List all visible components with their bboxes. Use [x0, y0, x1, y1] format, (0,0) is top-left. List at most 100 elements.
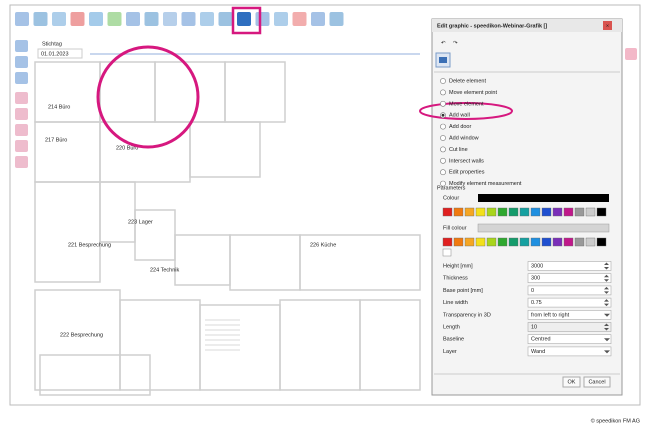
palette-swatch[interactable]	[453, 207, 464, 217]
palette-swatch[interactable]	[486, 207, 497, 217]
field-input[interactable]	[527, 273, 612, 284]
palette-swatch[interactable]	[563, 237, 574, 247]
cancel-button[interactable]	[583, 376, 611, 388]
dropdown-arrow[interactable]	[604, 338, 610, 342]
field-input[interactable]	[527, 346, 612, 357]
tool-button[interactable]	[218, 12, 233, 26]
tool-button[interactable]	[163, 12, 177, 26]
tool-button[interactable]	[200, 12, 214, 26]
redo[interactable]: ↷	[453, 39, 458, 46]
side-button[interactable]	[15, 156, 28, 168]
palette-swatch[interactable]	[519, 207, 530, 217]
ok-button[interactable]	[562, 376, 581, 388]
room	[299, 234, 421, 291]
wall-tool-icon	[439, 57, 447, 63]
tool-button[interactable]	[274, 12, 288, 26]
palette-swatch[interactable]	[464, 207, 475, 217]
palette-swatch[interactable]	[541, 207, 552, 217]
radio[interactable]	[440, 157, 446, 164]
spinner[interactable]	[604, 323, 609, 331]
radio[interactable]	[440, 180, 446, 187]
radio-label: Modify element measurement	[449, 181, 522, 187]
colour-swatch[interactable]	[478, 194, 609, 202]
tool-button[interactable]	[255, 12, 270, 26]
field-input[interactable]	[527, 309, 612, 320]
side-button[interactable]	[15, 92, 28, 104]
tool-button[interactable]	[237, 12, 251, 26]
radio[interactable]	[440, 100, 446, 107]
tool-button[interactable]	[126, 12, 140, 26]
radio[interactable]	[440, 135, 446, 141]
tool-button[interactable]	[52, 12, 66, 26]
room-label: 224 Technik	[150, 267, 180, 273]
radio[interactable]	[440, 78, 446, 84]
tool-button[interactable]	[311, 12, 325, 26]
palette-swatch[interactable]	[552, 237, 563, 247]
date-field[interactable]	[37, 48, 83, 59]
palette-swatch[interactable]	[519, 237, 530, 247]
field-label: Baseline	[443, 337, 464, 343]
side-button[interactable]	[15, 56, 28, 68]
field-input[interactable]	[527, 297, 612, 308]
palette-swatch[interactable]	[530, 207, 541, 217]
radio[interactable]	[440, 146, 446, 153]
palette-swatch[interactable]	[486, 237, 497, 247]
palette-swatch[interactable]	[453, 237, 464, 247]
field-input	[527, 322, 612, 332]
spinner[interactable]	[604, 299, 609, 307]
side-button[interactable]	[15, 124, 28, 136]
radio[interactable]	[440, 89, 446, 96]
side-button[interactable]	[15, 72, 28, 84]
tool-button[interactable]	[292, 12, 307, 26]
tool-button[interactable]	[144, 12, 159, 26]
room-label: 223 Lager	[128, 219, 153, 225]
palette-swatch[interactable]	[596, 207, 607, 217]
field-value: Centred	[531, 337, 551, 343]
side-button[interactable]	[15, 40, 28, 52]
fill-colour-swatch[interactable]	[477, 223, 610, 233]
palette-swatch[interactable]	[508, 237, 519, 247]
highlight-ellipse	[419, 102, 513, 120]
palette-swatch[interactable]	[442, 207, 453, 217]
palette-swatch[interactable]	[585, 207, 596, 217]
undo[interactable]: ↶	[441, 39, 446, 46]
close-panel[interactable]	[625, 48, 637, 60]
palette-swatch[interactable]	[497, 207, 508, 217]
no-fill[interactable]	[442, 248, 452, 257]
palette-swatch[interactable]	[497, 237, 508, 247]
palette-swatch[interactable]	[530, 237, 541, 247]
palette-swatch[interactable]	[596, 237, 607, 247]
palette-swatch[interactable]	[475, 207, 486, 217]
palette-swatch[interactable]	[464, 237, 475, 247]
side-button[interactable]	[15, 140, 28, 152]
palette-swatch[interactable]	[541, 237, 552, 247]
spinner[interactable]	[604, 262, 609, 270]
tool-button[interactable]	[70, 12, 85, 26]
tool-button[interactable]	[107, 12, 122, 26]
tool-button[interactable]	[33, 12, 48, 26]
field-input[interactable]	[527, 334, 612, 345]
radio[interactable]	[440, 123, 446, 130]
field-input[interactable]	[527, 285, 612, 296]
spinner[interactable]	[604, 274, 609, 282]
radio[interactable]	[440, 169, 446, 176]
side-button[interactable]	[15, 108, 28, 120]
parameters-heading: Parameters	[437, 185, 466, 191]
dialog-close[interactable]	[603, 21, 612, 30]
palette-swatch[interactable]	[442, 237, 453, 247]
palette-swatch[interactable]	[574, 207, 585, 217]
palette-swatch[interactable]	[574, 237, 585, 247]
palette-swatch[interactable]	[585, 237, 596, 247]
palette-swatch[interactable]	[475, 237, 486, 247]
tool-button[interactable]	[89, 12, 103, 26]
palette-swatch[interactable]	[563, 207, 574, 217]
dropdown-arrow[interactable]	[604, 350, 610, 354]
palette-swatch[interactable]	[508, 207, 519, 217]
spinner[interactable]	[604, 286, 609, 294]
tool-button[interactable]	[15, 12, 29, 26]
dropdown-arrow[interactable]	[604, 313, 610, 317]
tool-button[interactable]	[329, 12, 344, 26]
palette-swatch[interactable]	[552, 207, 563, 217]
field-input[interactable]	[527, 261, 612, 271]
tool-button[interactable]	[181, 12, 196, 26]
